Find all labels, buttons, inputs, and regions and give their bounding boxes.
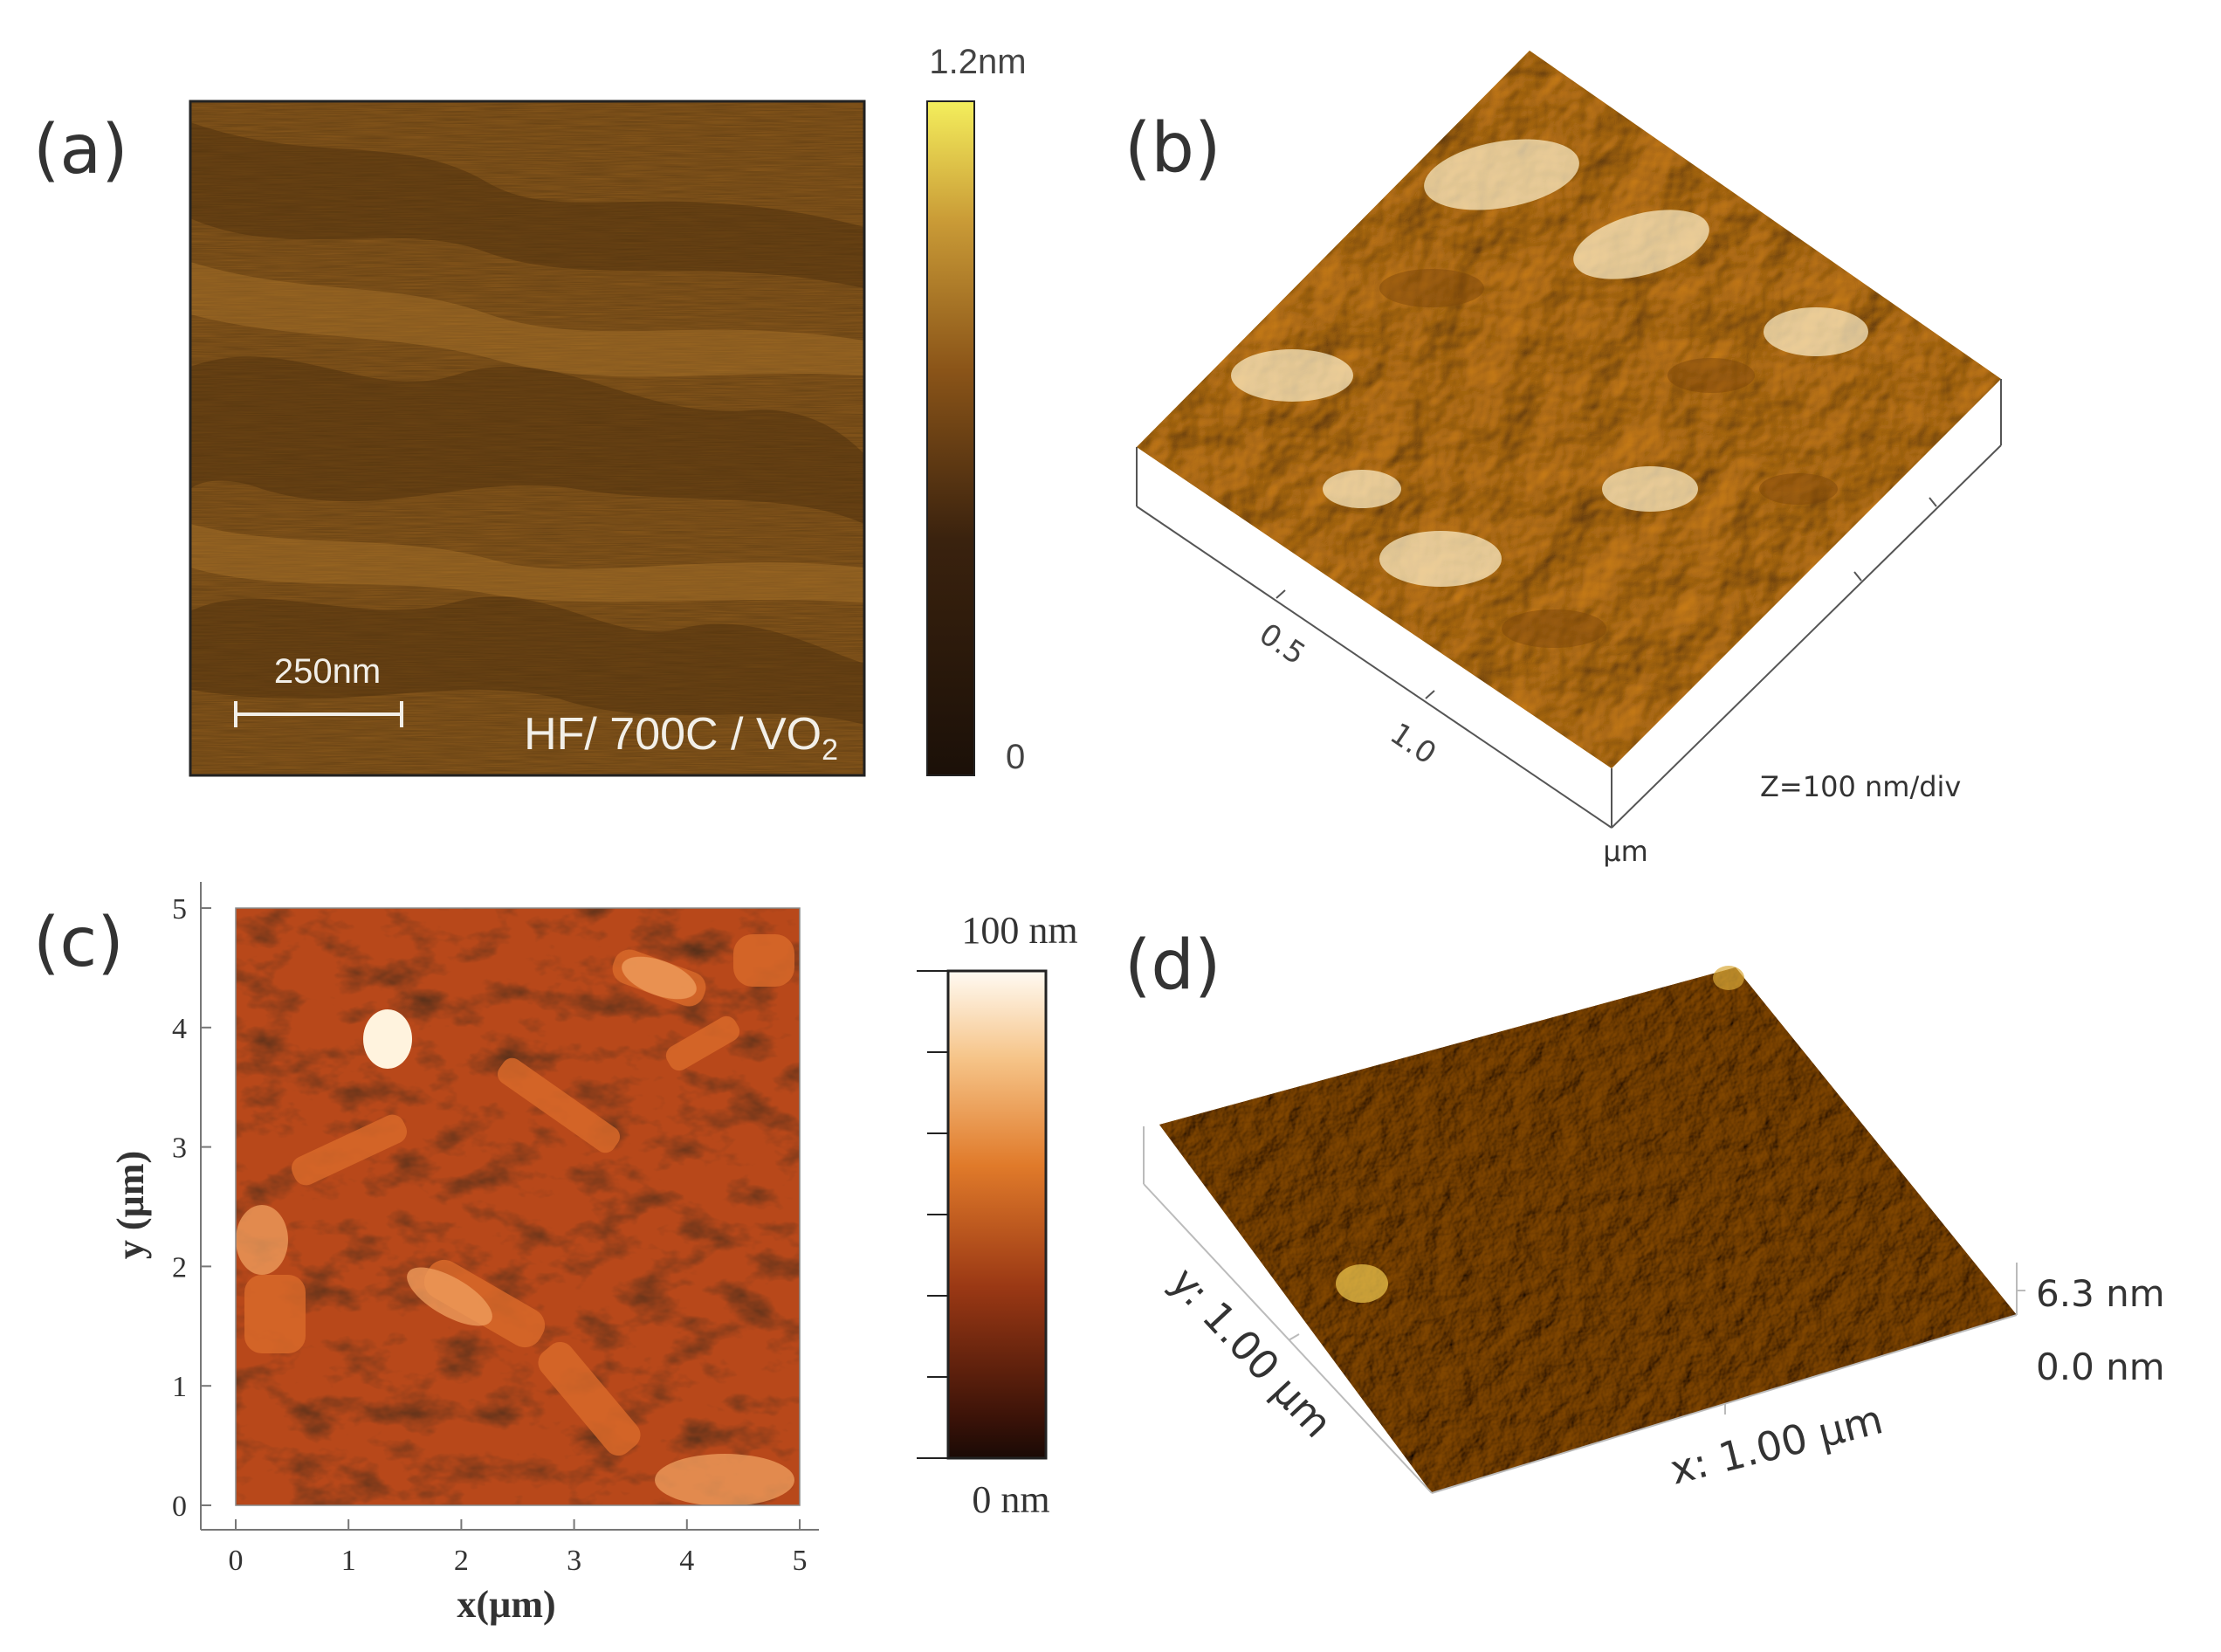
y-axis-label: y (µm) [109, 1151, 152, 1259]
afm-image-a: 250nm HF/ 700C / VO2 [190, 101, 864, 775]
x-tick-label: 5 [793, 1545, 808, 1577]
y-tick-label: 3 [172, 1132, 187, 1165]
x-tick-label: 3 [567, 1545, 581, 1577]
panel-b: (b) [1124, 51, 2002, 868]
x-tick-label: 4 [679, 1545, 694, 1577]
afm-3d-surface-d [1159, 966, 2017, 1493]
afm-3d-surface-b [1137, 51, 2001, 768]
z-min-label: 0.0 nm [2036, 1346, 2165, 1388]
y-tick-label: 1 [172, 1371, 187, 1403]
y-tick-label: 5 [172, 893, 187, 926]
x-axis-label: x(µm) [457, 1583, 555, 1626]
bright-particle [363, 1009, 412, 1069]
colorbar-a [926, 100, 975, 776]
tick-label-1-0: 1.0 [1384, 716, 1442, 771]
y-ticks-c: 0 1 2 3 4 5 [172, 893, 211, 1523]
colorbar-a-min-label: 0 [1006, 738, 1025, 776]
colorbar-a-max-label: 1.2nm [929, 43, 1026, 81]
panel-a: (a) 250nm HF/ 700C / VO2 1.2nm [33, 43, 1027, 777]
axes-box-d [1143, 1126, 2025, 1494]
panel-d: (d) y: 1.00 µm x: 1.00 µm 6.3 nm 0.0 nm [1124, 926, 2165, 1494]
panel-a-label: (a) [33, 111, 128, 189]
y-tick-label: 4 [172, 1013, 187, 1045]
colorbar-c-max-label: 100 nm [961, 909, 1077, 952]
panel-d-label: (d) [1124, 926, 1221, 1005]
axes-c [200, 882, 819, 1531]
z-scale-label: Z=100 nm/div [1760, 770, 1961, 803]
tick-label-0-5: 0.5 [1253, 616, 1311, 671]
colorbar-c-min-label: 0 nm [972, 1478, 1049, 1521]
colorbar-c [946, 969, 1048, 1460]
y-tick-label: 2 [172, 1251, 187, 1284]
axes-box-b [1136, 379, 2002, 829]
unit-label-b: µm [1603, 835, 1648, 868]
afm-image-c [236, 908, 800, 1505]
sample-label: HF/ 700C / VO2 [524, 709, 838, 767]
panel-c: (c) [33, 882, 1078, 1626]
panel-c-label: (c) [33, 904, 124, 982]
z-max-label: 6.3 nm [2036, 1272, 2165, 1315]
panel-b-label: (b) [1124, 109, 1221, 188]
scale-bar-label: 250nm [274, 652, 381, 691]
x-tick-label: 1 [341, 1545, 356, 1577]
x-tick-label: 0 [229, 1545, 244, 1577]
colorbar-c-ticks [917, 970, 948, 1459]
y-tick-label: 0 [172, 1490, 187, 1523]
x-ticks-c: 0 1 2 3 4 5 [229, 1519, 808, 1577]
x-tick-label: 2 [454, 1545, 469, 1577]
